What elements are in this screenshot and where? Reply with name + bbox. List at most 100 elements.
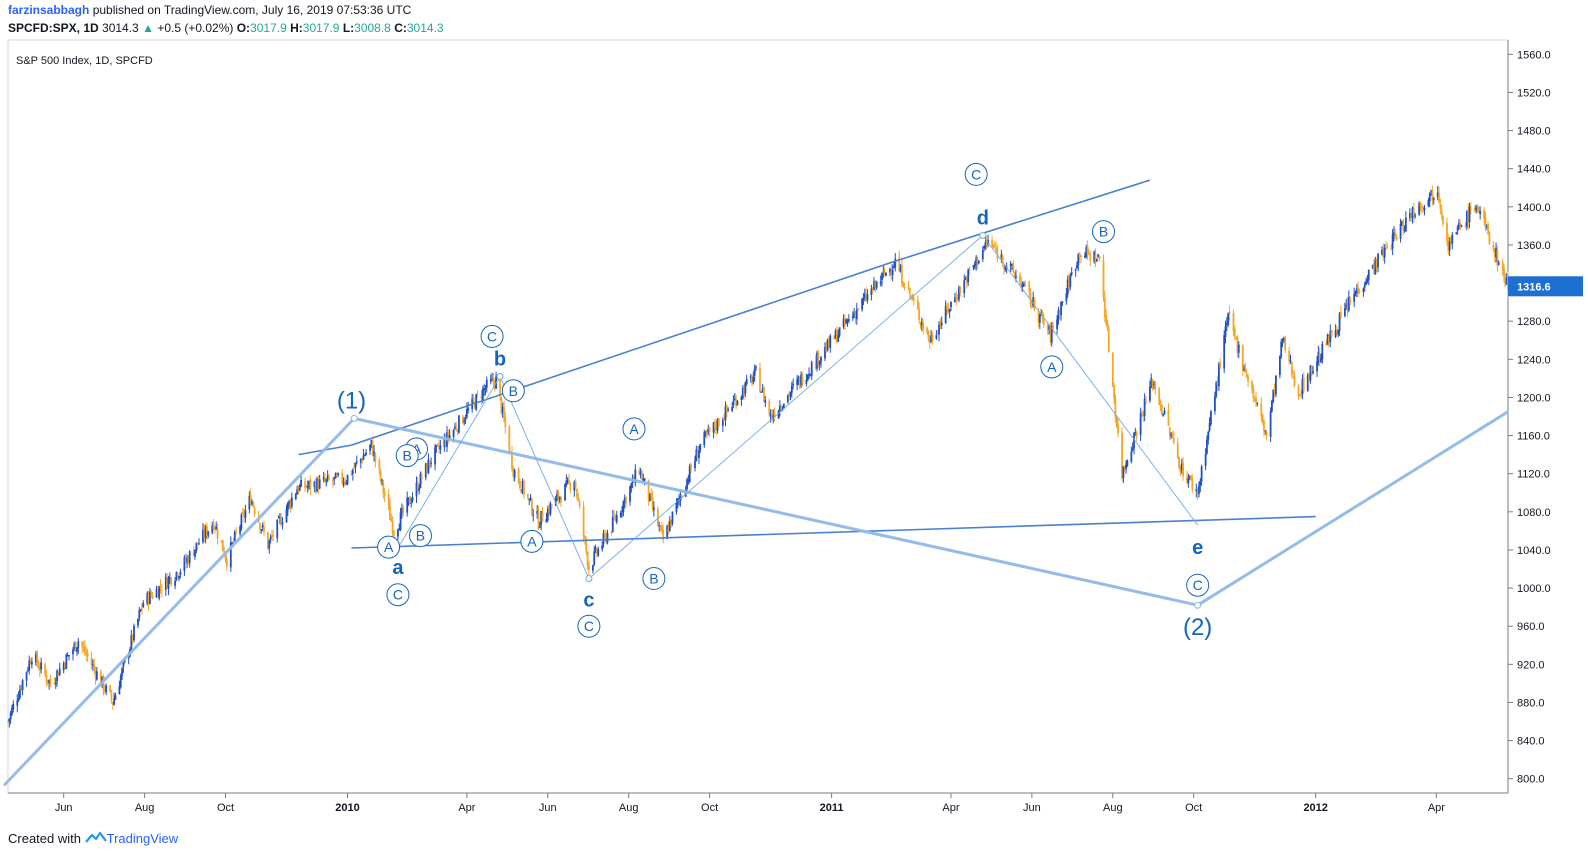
candle-body [801, 374, 804, 385]
candle-body [243, 512, 245, 518]
candle-body [93, 664, 96, 670]
candle-body [530, 498, 533, 515]
candle-body [289, 501, 292, 507]
candle-body [764, 400, 767, 403]
tradingview-brand[interactable]: TradingView [106, 831, 179, 846]
candle-body [1353, 294, 1356, 302]
candle-body [1309, 365, 1312, 381]
author-link[interactable]: farzinsabbagh [8, 3, 90, 17]
candle-body [326, 475, 329, 480]
candle-body [1479, 210, 1482, 215]
wave-circle-B [1091, 220, 1115, 244]
candle-body [1440, 209, 1443, 216]
candle-body [1135, 432, 1138, 437]
candle-body [1066, 279, 1069, 295]
x-tick-label: Jun [55, 802, 73, 814]
candle-body [597, 549, 600, 556]
candle-body [1133, 433, 1135, 449]
candle-body [1247, 376, 1249, 382]
candle-body [373, 451, 375, 456]
candle-body [1032, 297, 1035, 306]
candle-body [1256, 402, 1259, 404]
candle-body [642, 478, 645, 481]
candle-body [786, 395, 789, 403]
candle-body [704, 432, 707, 435]
candle-body [660, 525, 663, 531]
candle-body [918, 308, 921, 320]
candle-body [1418, 203, 1421, 215]
candle-body [723, 419, 726, 421]
candle-body [1423, 207, 1426, 211]
candle-body [99, 671, 102, 686]
candle-body [782, 403, 785, 409]
candle-body [1363, 284, 1366, 288]
candle-body [137, 618, 139, 626]
candle-body [1447, 240, 1450, 252]
candle-body [241, 512, 244, 514]
candle-body [870, 288, 873, 295]
candle-body [491, 378, 493, 380]
candle-body [690, 464, 692, 470]
candle-body [361, 459, 364, 462]
pivot-point [1194, 601, 1202, 609]
candle-body [130, 635, 133, 649]
publish-info: farzinsabbagh published on TradingView.c… [8, 3, 411, 17]
candle-body [420, 475, 423, 479]
candle-body [1347, 297, 1350, 311]
candle-body [926, 327, 928, 333]
candle-body [634, 469, 637, 483]
candle-body [1334, 330, 1337, 338]
last-price: 3014.3 [102, 21, 139, 35]
candle-body [1476, 207, 1479, 209]
candle-body [12, 704, 15, 710]
candle-body [224, 556, 227, 560]
candle-body [611, 516, 614, 532]
candle-body [707, 429, 710, 433]
candle-body [25, 671, 28, 681]
candle-body [233, 531, 236, 541]
candle-body [1375, 259, 1378, 269]
candle-body [211, 525, 214, 533]
candle-body [696, 451, 699, 459]
candle-body [1235, 337, 1238, 339]
candle-body [788, 394, 791, 397]
candle-body [1383, 247, 1386, 258]
candle-body [40, 662, 43, 670]
wave-degree-(2): (2) [1183, 614, 1212, 641]
candle-body [1074, 269, 1077, 271]
candle-body [20, 687, 23, 690]
candle-body [565, 480, 568, 485]
candle-body [851, 315, 854, 318]
candle-body [698, 450, 700, 459]
candle-body [369, 444, 371, 451]
candle-body [480, 395, 483, 399]
candle-body [447, 432, 450, 439]
candle-body [903, 286, 906, 289]
candle-body [399, 512, 402, 530]
candle-body [1057, 310, 1060, 321]
candle-body [260, 529, 263, 531]
candle-body [881, 272, 883, 280]
candle-body [1178, 457, 1180, 468]
candle-body [577, 497, 580, 501]
candle-body [511, 451, 513, 469]
wave-label-C: C [971, 166, 981, 182]
candle-body [554, 497, 557, 506]
candle-body [1302, 377, 1305, 391]
candle-body [452, 430, 455, 437]
candle-body [1456, 227, 1459, 231]
candle-body [1151, 378, 1154, 387]
wave-label-A: A [527, 533, 537, 549]
candle-body [1310, 366, 1313, 373]
candle-body [1317, 352, 1320, 363]
candle-body [353, 468, 356, 470]
candle-body [588, 565, 590, 570]
x-tick-label: 2012 [1303, 802, 1327, 814]
candle-body [1504, 277, 1507, 286]
candle-body [863, 293, 866, 298]
candle-body [109, 685, 112, 692]
candle-body [1219, 362, 1222, 368]
candle-body [249, 494, 252, 505]
candle-body [122, 661, 125, 667]
